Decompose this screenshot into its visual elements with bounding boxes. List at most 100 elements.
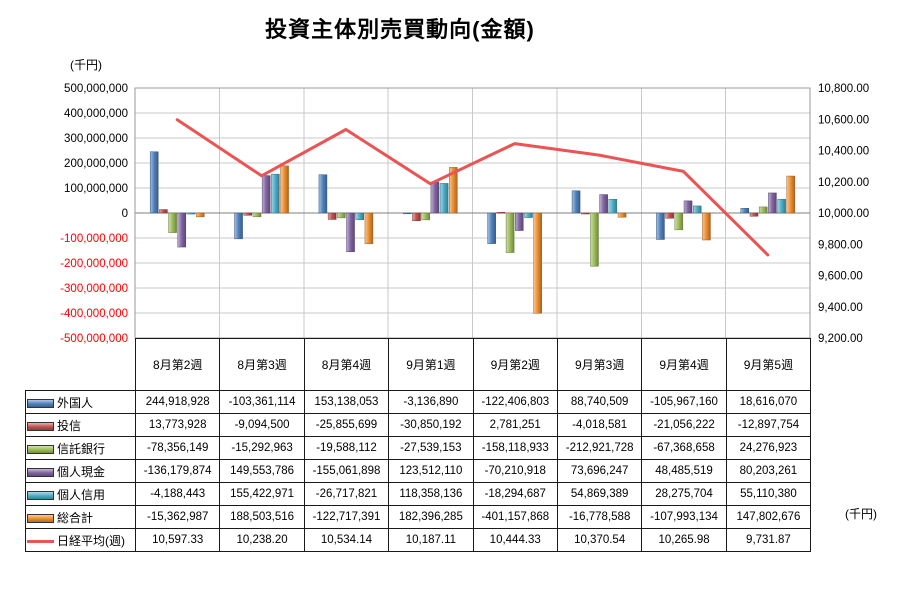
value-cell: 24,276,923 <box>725 436 812 460</box>
category-label: 9月第5週 <box>725 338 812 391</box>
series-label: 外国人 <box>57 395 94 410</box>
right-axis-unit-label: (千円) <box>845 507 877 521</box>
bar-segment <box>318 174 328 214</box>
legend-cell: 個人信用 <box>25 482 136 506</box>
bar-segment <box>421 212 430 221</box>
value-cell: 9,731.87 <box>725 528 812 552</box>
value-cell: 188,503,516 <box>219 505 305 529</box>
series-label: 投信 <box>57 418 82 433</box>
series-label: 総合計 <box>57 510 94 525</box>
series-label: 日経平均(週) <box>57 533 125 548</box>
bar-segment <box>702 212 711 241</box>
left-axis-tick-label: 400,000,000 <box>64 108 128 120</box>
value-cell: 54,869,389 <box>556 482 643 506</box>
value-cell: 10,265.98 <box>641 528 727 552</box>
bar-segment <box>355 212 364 220</box>
value-cell: 147,802,676 <box>725 505 812 529</box>
category-header-row: 8月第2週 8月第3週 8月第4週 9月第1週 9月第2週 9月第3週 9月第4週 9月第5週 <box>26 338 812 391</box>
value-cell: -18,294,687 <box>472 482 558 506</box>
left-axis-tick-label: -100,000,000 <box>60 233 128 245</box>
value-cell: -15,292,963 <box>219 436 305 460</box>
value-cell: -30,850,192 <box>388 413 474 437</box>
value-cell: 155,422,971 <box>219 482 305 506</box>
category-label: 9月第1週 <box>388 338 474 391</box>
series-label: 信託銀行 <box>57 441 106 456</box>
line-legend-marker-icon <box>27 539 54 543</box>
value-cell: -212,921,728 <box>556 436 643 460</box>
bar-segment <box>261 175 271 214</box>
value-cell: -26,717,821 <box>303 482 390 506</box>
bar-segment <box>449 167 458 214</box>
value-cell: 10,597.33 <box>134 528 221 552</box>
right-axis-tick-label: 9,600.00 <box>818 271 863 283</box>
bar-segment <box>683 200 693 214</box>
table-row: 総合計 -15,362,987 188,503,516 -122,717,391 182… <box>25 505 812 529</box>
bar-segment <box>656 212 665 240</box>
value-cell: -16,778,588 <box>556 505 643 529</box>
left-axis-tick-label: 0 <box>122 208 128 220</box>
right-axis-tick-label: 10,200.00 <box>818 177 869 189</box>
value-cell: -12,897,754 <box>725 413 812 437</box>
table-row: 外国人 244,918,928 -103,361,114 153,138,053 -3,… <box>25 390 812 414</box>
value-cell: -136,179,874 <box>134 459 221 483</box>
bar-segment <box>439 183 449 214</box>
value-cell: -67,368,658 <box>641 436 727 460</box>
category-label: 8月第3週 <box>219 338 305 391</box>
bar-segment <box>665 212 674 219</box>
bar-segment <box>524 212 533 218</box>
right-axis-tick-label: 9,200.00 <box>818 333 863 345</box>
bar-segment <box>168 212 177 233</box>
value-cell: 10,534.14 <box>303 528 390 552</box>
bar-segment <box>496 212 506 214</box>
bar-segment <box>159 209 168 214</box>
series-label: 個人現金 <box>57 464 106 479</box>
value-cell: 18,616,070 <box>725 390 812 414</box>
table-row: 個人信用 -4,188,443 155,422,971 -26,717,821 118,… <box>25 482 812 506</box>
value-cell: -122,406,803 <box>472 390 558 414</box>
value-cell: 73,696,247 <box>556 459 643 483</box>
value-cell: -15,362,987 <box>134 505 221 529</box>
left-axis-tick-label: -400,000,000 <box>60 308 128 320</box>
value-cell: -4,018,581 <box>556 413 643 437</box>
value-cell: 182,396,285 <box>388 505 474 529</box>
bar-segment <box>505 212 515 253</box>
value-cell: -401,157,868 <box>472 505 558 529</box>
bar-segment <box>252 212 262 218</box>
category-label: 8月第2週 <box>134 338 221 391</box>
series-label: 個人信用 <box>57 487 106 502</box>
value-cell: 88,740,509 <box>556 390 643 414</box>
bar-segment <box>768 192 777 214</box>
bar-segment <box>758 206 768 214</box>
value-cell: 123,512,110 <box>388 459 474 483</box>
value-cell: 153,138,053 <box>303 390 390 414</box>
bar-segment <box>599 194 608 214</box>
value-cell: -4,188,443 <box>134 482 221 506</box>
left-axis-tick-label: 100,000,000 <box>64 183 128 195</box>
value-cell: 149,553,786 <box>219 459 305 483</box>
left-axis-tick-label: 200,000,000 <box>64 158 128 170</box>
value-cell: -21,056,222 <box>641 413 727 437</box>
bar-segment <box>533 212 542 314</box>
bar-segment <box>740 208 750 214</box>
bar-segment <box>777 198 786 214</box>
category-label: 9月第4週 <box>641 338 727 391</box>
bar-segment <box>280 165 289 214</box>
bar-legend-marker-icon <box>27 490 54 500</box>
right-axis-tick-label: 9,800.00 <box>818 239 863 251</box>
legend-cell: 外国人 <box>25 390 136 414</box>
left-axis-tick-label: -300,000,000 <box>60 283 128 295</box>
value-cell: 2,781,251 <box>472 413 558 437</box>
bar-segment <box>749 212 759 217</box>
bar-segment <box>346 212 355 253</box>
value-cell: -70,210,918 <box>472 459 558 483</box>
left-axis-tick-label: 300,000,000 <box>64 133 128 145</box>
bar-segment <box>271 173 280 214</box>
bar-legend-marker-icon <box>27 513 54 523</box>
left-axis-tick-label: -500,000,000 <box>60 333 128 345</box>
value-cell: 13,773,928 <box>134 413 221 437</box>
value-cell: 10,238.20 <box>219 528 305 552</box>
nikkei-average-line <box>175 118 770 257</box>
legend-cell: 信託銀行 <box>25 436 136 460</box>
value-cell: 80,203,261 <box>725 459 812 483</box>
